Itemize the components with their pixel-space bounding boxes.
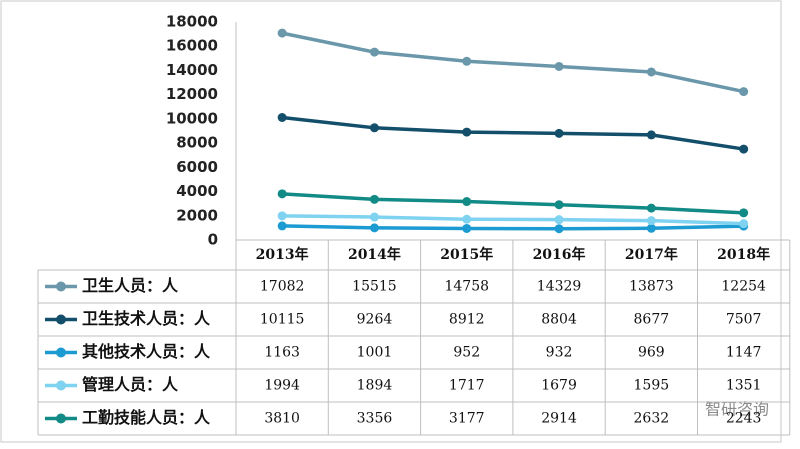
point: [277, 28, 287, 38]
table-cell: 3356: [357, 411, 393, 427]
table-cell: 1001: [357, 345, 393, 361]
frame: [0, 0, 782, 443]
legend-label: 管理人员：人: [82, 375, 179, 394]
series-line: [281, 31, 745, 94]
table-cell: 8804: [541, 312, 577, 328]
point: [554, 200, 564, 210]
x-tick-label: 2013年: [256, 246, 309, 263]
watermark: 智研咨询: [705, 400, 769, 419]
table-cell: 1163: [264, 345, 300, 361]
point: [554, 128, 564, 138]
point: [277, 112, 287, 122]
series-line: [281, 115, 744, 151]
point: [646, 67, 656, 77]
table-cell: 8677: [634, 312, 670, 328]
table-cell: 1351: [726, 378, 762, 394]
table-cell: 2914: [541, 411, 577, 427]
legend-label: 工勤技能人员：人: [82, 408, 211, 427]
table-cell: 2243: [726, 411, 762, 427]
point: [554, 61, 564, 71]
table-cell: 14758: [444, 279, 489, 295]
point: [369, 212, 379, 222]
x-tick-label: 2018年: [717, 246, 770, 263]
legend-marker: [56, 314, 66, 325]
legend-marker: [56, 380, 66, 391]
legend-label: 卫生技术人员：人: [82, 309, 211, 328]
series-line: [282, 192, 744, 215]
legend-label: 卫生人员：人: [82, 276, 179, 295]
table-cell: 3810: [264, 411, 300, 427]
y-tick-label: 16000: [166, 37, 218, 55]
table-cell: 10115: [260, 312, 305, 328]
point: [369, 223, 379, 233]
legend-marker: [56, 413, 66, 424]
table-cell: 14329: [537, 279, 582, 295]
point: [462, 56, 472, 66]
point: [277, 221, 287, 231]
table-cell: 2632: [634, 411, 670, 427]
legend-marker: [56, 281, 66, 292]
table-cell: 12254: [721, 279, 766, 295]
table-cell: 969: [638, 345, 665, 361]
point: [739, 144, 749, 154]
point: [739, 208, 749, 218]
legend-label: 其他技术人员：人: [82, 342, 211, 361]
point: [369, 194, 379, 204]
point: [646, 223, 656, 233]
table-cell: 17082: [260, 279, 305, 295]
x-tick-label: 2016年: [533, 246, 586, 263]
table-cell: 8912: [449, 312, 485, 328]
table-cell: 1994: [264, 378, 300, 394]
table-cell: 1147: [726, 345, 762, 361]
table-cell: 1595: [634, 378, 670, 394]
point: [739, 219, 749, 229]
point: [462, 223, 472, 233]
point: [369, 123, 379, 133]
series-line: [282, 224, 744, 231]
y-tick-label: 8000: [176, 134, 218, 152]
point: [462, 214, 472, 224]
y-tick-label: 4000: [176, 182, 218, 200]
point: [369, 47, 379, 57]
table-cell: 1894: [357, 378, 393, 394]
point: [554, 224, 564, 234]
table-cell: 7507: [726, 312, 762, 328]
x-tick-label: 2017年: [625, 246, 678, 263]
point: [646, 130, 656, 140]
point: [462, 127, 472, 137]
point: [277, 211, 287, 221]
legend-marker: [56, 347, 66, 358]
point: [646, 216, 656, 226]
table-cell: 932: [546, 345, 573, 361]
y-tick-label: 2000: [176, 206, 218, 224]
table-cell: 952: [453, 345, 480, 361]
table-cell: 9264: [357, 312, 393, 328]
y-tick-label: 10000: [166, 109, 218, 127]
table-cell: 3177: [449, 411, 485, 427]
x-tick-label: 2015年: [440, 246, 493, 263]
table-cell: 13873: [629, 279, 674, 295]
y-tick-label: 0: [208, 231, 218, 249]
table-cell: 1717: [449, 378, 485, 394]
y-tick-label: 18000: [166, 13, 218, 31]
series-line: [282, 214, 744, 226]
point: [277, 189, 287, 199]
point: [462, 197, 472, 207]
y-tick-label: 12000: [166, 85, 218, 103]
point: [646, 203, 656, 213]
y-tick-label: 6000: [176, 158, 218, 176]
table-cell: 1679: [541, 378, 577, 394]
point: [554, 215, 564, 225]
y-tick-label: 14000: [166, 61, 218, 79]
point: [739, 87, 749, 97]
x-tick-label: 2014年: [348, 246, 401, 263]
table-cell: 15515: [352, 279, 397, 295]
